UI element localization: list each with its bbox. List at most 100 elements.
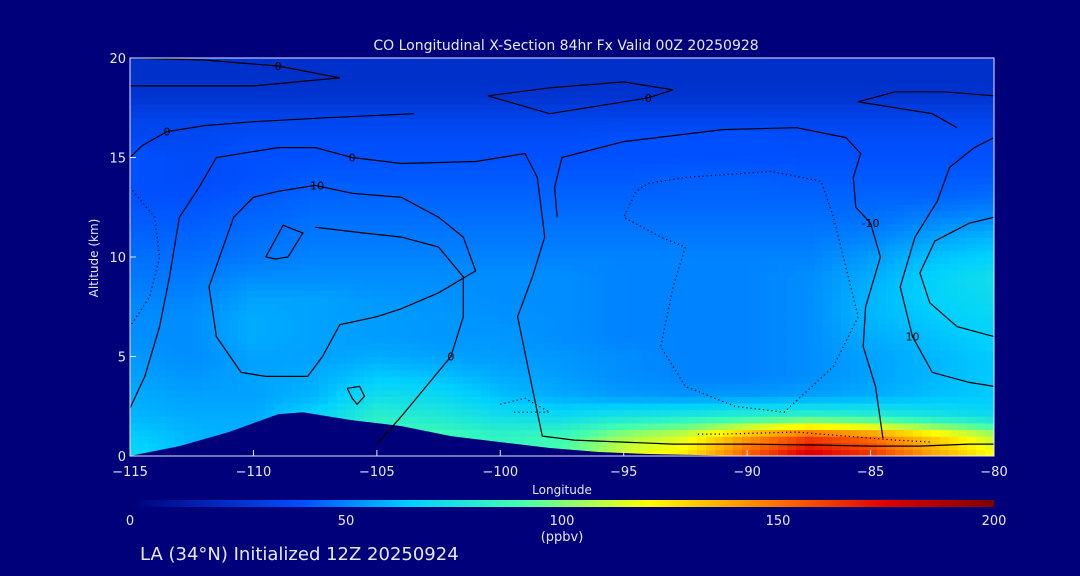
heat-cell [571, 144, 581, 152]
heat-cell [976, 270, 986, 278]
heat-cell [823, 329, 833, 338]
heat-cell [706, 369, 716, 377]
heat-cell [454, 396, 464, 404]
heat-cell [643, 223, 653, 232]
heat-cell [769, 369, 779, 377]
heat-cell [292, 323, 302, 331]
heat-cell [346, 276, 356, 285]
heat-cell [391, 416, 401, 424]
heat-cell [805, 270, 815, 278]
heat-cell [148, 150, 158, 159]
heat-cell [544, 203, 554, 212]
heat-cell [904, 157, 914, 165]
heat-cell [427, 323, 437, 331]
heat-cell [355, 290, 365, 298]
heat-cell [436, 137, 446, 145]
heat-cell [544, 376, 554, 384]
heat-cell [517, 436, 527, 444]
heat-cell [940, 203, 950, 212]
heat-cell [364, 250, 374, 258]
heat-cell [895, 422, 905, 431]
heat-cell [508, 217, 518, 225]
heat-cell [400, 197, 410, 205]
heat-cell [769, 442, 779, 450]
heat-cell [850, 250, 860, 258]
heat-cell [544, 263, 554, 271]
heat-cell [769, 184, 779, 192]
heat-cell [553, 230, 563, 238]
heat-cell [823, 111, 833, 119]
heat-cell [220, 422, 230, 431]
heat-cell [508, 250, 518, 258]
heat-cell [553, 442, 563, 450]
heat-cell [733, 117, 743, 125]
heat-cell [454, 290, 464, 298]
heat-cell [688, 363, 698, 371]
heat-cell [472, 310, 482, 318]
heat-cell [724, 356, 734, 364]
heat-cell [886, 263, 896, 271]
heat-cell [328, 130, 338, 139]
heat-cell [274, 316, 284, 324]
heat-cell [886, 290, 896, 298]
heat-cell [220, 356, 230, 364]
heat-cell [688, 217, 698, 225]
heat-cell [247, 376, 257, 384]
heat-cell [886, 237, 896, 245]
heat-cell [319, 336, 329, 344]
heat-cell [922, 243, 932, 251]
heat-cell [472, 124, 482, 132]
heat-cell [760, 436, 770, 444]
heat-cell [940, 363, 950, 371]
heat-cell [643, 389, 653, 397]
heat-cell [922, 263, 932, 271]
heat-cell [544, 296, 554, 305]
heat-cell [760, 197, 770, 205]
heat-cell [382, 290, 392, 298]
heat-cell [166, 210, 176, 218]
heat-cell [904, 270, 914, 278]
heat-cell [220, 310, 230, 318]
heat-cell [517, 396, 527, 404]
heat-cell [139, 270, 149, 278]
heat-cell [769, 310, 779, 318]
heat-cell [400, 150, 410, 159]
heat-cell [157, 303, 167, 311]
heat-cell [265, 383, 275, 391]
heat-cell [751, 436, 761, 444]
heat-cell [949, 217, 959, 225]
heat-cell [877, 363, 887, 371]
heat-cell [634, 170, 644, 178]
heat-cell [265, 237, 275, 245]
heat-cell [616, 336, 626, 344]
heat-cell [373, 283, 383, 291]
heat-cell [454, 157, 464, 165]
heat-cell [679, 203, 689, 212]
heat-cell [481, 422, 491, 431]
heat-cell [931, 329, 941, 338]
heat-cell [931, 210, 941, 218]
heat-cell [832, 356, 842, 364]
heat-cell [859, 170, 869, 178]
heat-cell [868, 409, 878, 417]
heat-cell [868, 137, 878, 145]
heat-cell [148, 396, 158, 404]
heat-cell [589, 177, 599, 185]
heat-cell [904, 449, 914, 456]
heat-cell [517, 210, 527, 218]
heat-cell [877, 402, 887, 411]
heat-cell [175, 363, 185, 371]
heat-cell [373, 383, 383, 391]
heat-cell [373, 329, 383, 338]
heat-cell [418, 170, 428, 178]
heat-cell [301, 237, 311, 245]
heat-cell [211, 422, 221, 431]
heat-cell [481, 157, 491, 165]
heat-cell [256, 170, 266, 178]
heat-cell [283, 316, 293, 324]
heat-cell [670, 184, 680, 192]
heat-cell [328, 164, 338, 172]
heat-cell [967, 203, 977, 212]
heat-cell [616, 190, 626, 198]
heat-cell [733, 436, 743, 444]
